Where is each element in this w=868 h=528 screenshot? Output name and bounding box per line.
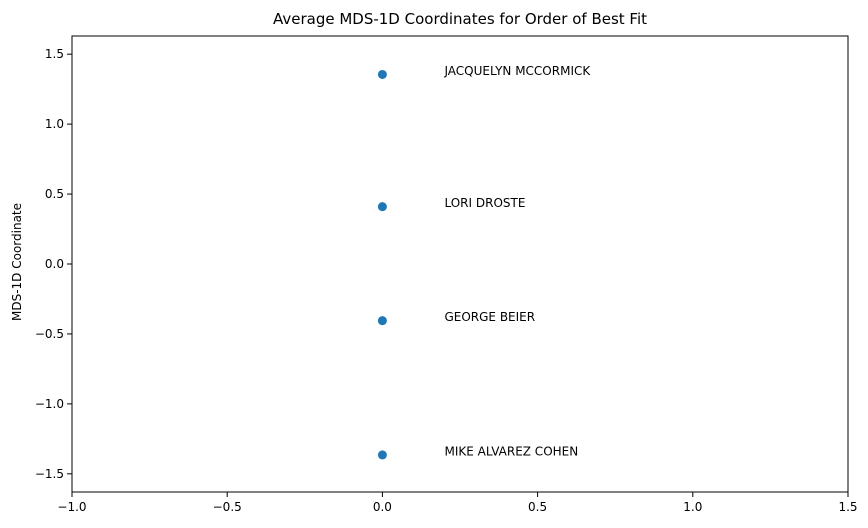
data-point [377,69,387,79]
chart-title: Average MDS-1D Coordinates for Order of … [273,10,647,28]
point-label: LORI DROSTE [444,196,525,210]
point-annotations: JACQUELYN MCCORMICK LORI DROSTE GEORGE BEI… [443,64,591,458]
y-tick-label: 0.5 [45,187,64,201]
x-tick-label: 0.5 [528,500,547,514]
x-tick-label: −0.5 [213,500,242,514]
plot-area [71,35,849,493]
x-axis: −1.0 −0.5 0.0 0.5 1.0 1.5 [57,492,858,514]
plot-frame [71,35,849,493]
point-label: GEORGE BEIER [444,310,535,324]
y-tick-label: −0.5 [35,327,64,341]
data-point [377,316,387,326]
data-points [377,69,387,460]
y-tick-label: −1.0 [35,397,64,411]
x-tick-label: 1.0 [683,500,702,514]
y-tick-label: −1.5 [35,467,64,481]
y-axis: −1.5 −1.0 −0.5 0.0 0.5 1.0 1.5 [35,47,72,481]
point-label: JACQUELYN MCCORMICK [443,64,591,78]
y-tick-label: 1.0 [45,117,64,131]
data-point [377,202,387,212]
x-tick-label: −1.0 [57,500,86,514]
x-tick-label: 0.0 [373,500,392,514]
x-tick-label: 1.5 [838,500,857,514]
y-tick-label: 0.0 [45,257,64,271]
y-tick-label: 1.5 [45,47,64,61]
point-label: MIKE ALVAREZ COHEN [444,444,578,458]
y-axis-label: MDS-1D Coordinate [10,203,24,321]
data-point [377,450,387,460]
